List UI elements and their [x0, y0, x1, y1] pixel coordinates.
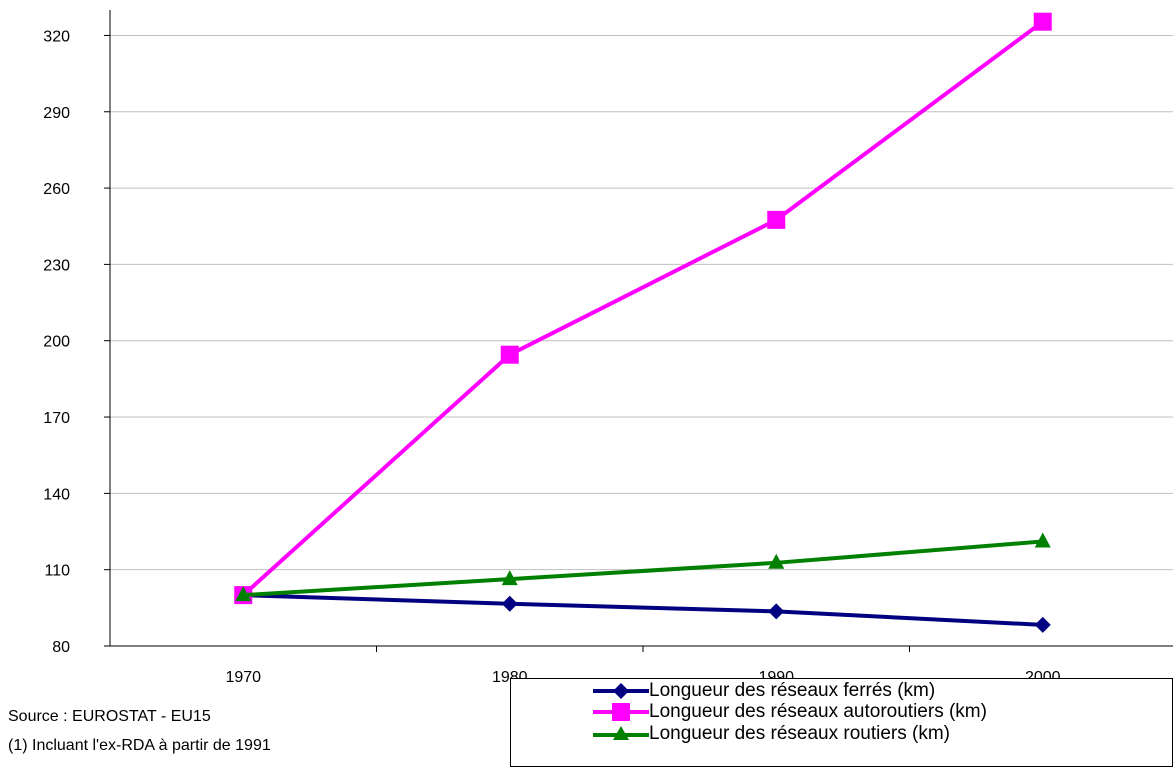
data-point — [1033, 12, 1052, 31]
y-axis-ticks: 80 110 140 170 200 230 260 290 320 — [43, 28, 110, 656]
gridlines — [110, 34, 1173, 571]
series-3 — [235, 532, 1051, 602]
series-group — [234, 12, 1052, 633]
legend-label: Longueur des réseaux routiers (km) — [649, 723, 950, 744]
y-tick-label: 320 — [43, 28, 70, 45]
legend-item-autoroutiers: Longueur des réseaux autoroutiers (km) — [593, 701, 987, 723]
source-note: Source : EUROSTAT - EU15 — [8, 708, 211, 725]
data-point — [501, 595, 518, 612]
x-tick-label: 1970 — [225, 669, 261, 686]
data-point — [1034, 616, 1051, 633]
axes — [109, 10, 1173, 647]
legend-item-ferres: Longueur des réseaux ferrés (km) — [593, 680, 935, 702]
legend-label: Longueur des réseaux ferrés (km) — [649, 680, 936, 701]
y-tick-label: 140 — [43, 486, 70, 503]
series-line — [243, 539, 1043, 598]
data-point — [767, 210, 786, 229]
footnote: (1) Incluant l'ex-RDA à partir de 1991 — [8, 737, 271, 754]
data-point — [768, 553, 785, 569]
legend: Longueur des réseaux ferrés (km) Longueu… — [510, 678, 1173, 767]
y-tick-label: 200 — [43, 334, 70, 351]
y-tick-label: 290 — [43, 105, 70, 122]
legend-item-routiers: Longueur des réseaux routiers (km) — [593, 723, 950, 745]
y-tick-label: 80 — [52, 639, 70, 656]
series-line — [243, 593, 1043, 627]
y-tick-label: 170 — [43, 410, 70, 427]
y-tick-label: 230 — [43, 257, 70, 274]
data-point — [768, 603, 785, 620]
square-marker-icon — [593, 703, 649, 721]
legend-label: Longueur des réseaux autoroutiers (km) — [649, 701, 987, 722]
y-tick-label: 110 — [44, 563, 70, 580]
data-point — [1034, 532, 1051, 548]
triangle-marker-icon — [593, 726, 649, 740]
diamond-marker-icon — [593, 683, 649, 699]
data-point — [235, 586, 252, 602]
y-tick-label: 260 — [43, 181, 70, 198]
series-2 — [234, 12, 1052, 605]
data-point — [501, 570, 518, 586]
series-1 — [235, 587, 1051, 633]
data-point — [500, 345, 519, 364]
series-line — [241, 20, 1044, 597]
